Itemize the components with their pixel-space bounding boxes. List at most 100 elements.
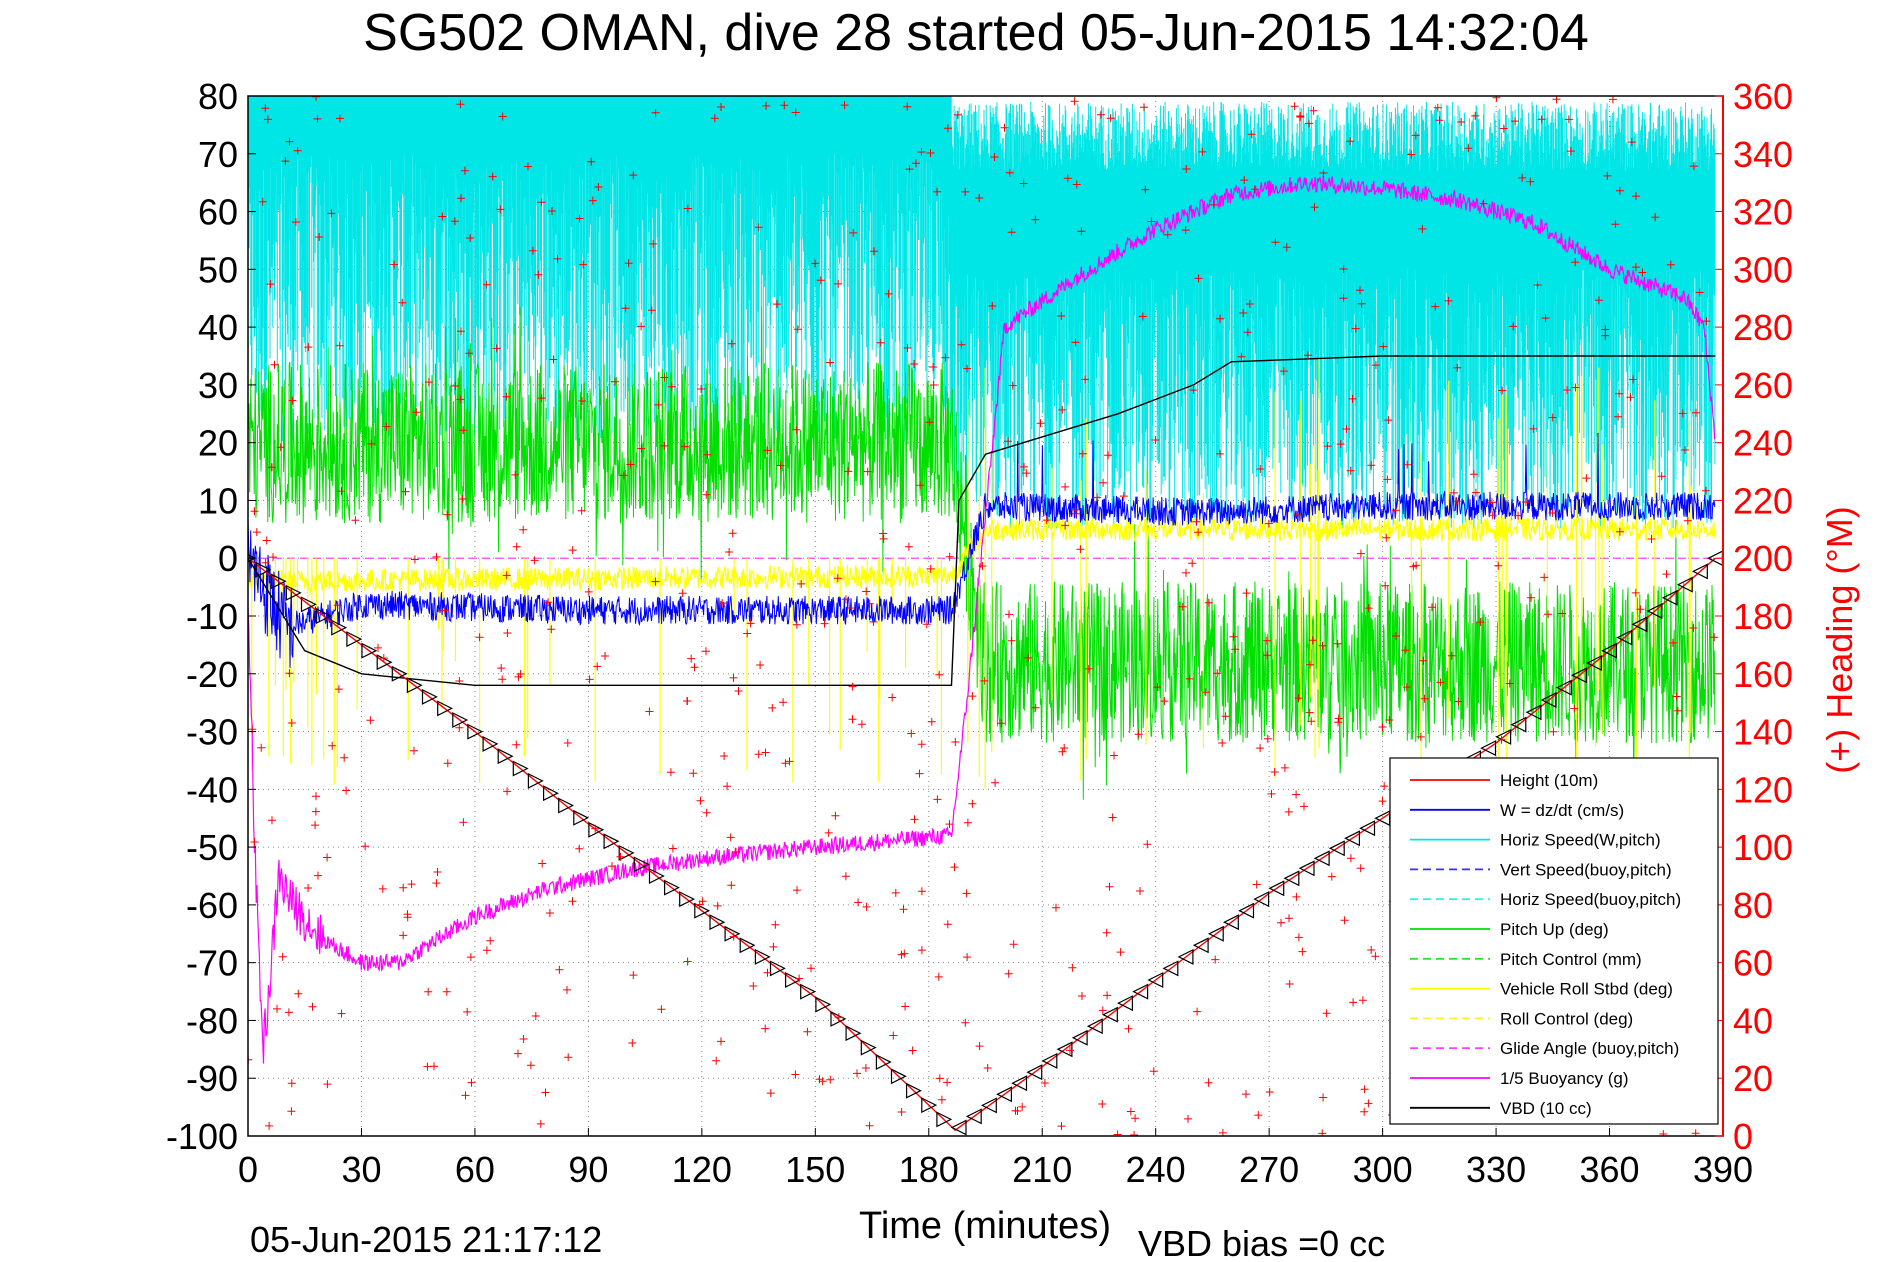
depth-marker (1086, 1018, 1103, 1035)
depth-marker (1344, 830, 1361, 847)
y-tick-label: 20 (198, 423, 238, 464)
depth-marker (1601, 642, 1618, 659)
depth-marker (1071, 1029, 1088, 1046)
depth-marker (361, 642, 378, 659)
y2-tick-label: 320 (1733, 192, 1793, 233)
depth-marker (1570, 667, 1587, 684)
w-series (248, 432, 1716, 668)
depth-marker (1101, 1006, 1118, 1023)
depth-marker (316, 608, 332, 624)
y2-tick-label: 240 (1733, 423, 1793, 464)
y-tick-label: -60 (186, 885, 238, 926)
depth-marker (1056, 1041, 1073, 1058)
x-tick-label: 90 (568, 1149, 608, 1190)
depth-marker (1132, 983, 1149, 1000)
depth-marker (996, 1086, 1013, 1103)
y2-tick-label: 200 (1733, 538, 1793, 579)
depth-marker (965, 1108, 982, 1125)
roll-series (248, 516, 1716, 594)
y2-tick-label: 160 (1733, 654, 1793, 695)
x-tick-label: 60 (455, 1149, 495, 1190)
x-tick-label: 390 (1693, 1149, 1753, 1190)
depth-marker (830, 1010, 847, 1027)
depth-marker (1480, 740, 1497, 757)
horiz-speed-series (248, 96, 1716, 530)
y-tick-label: -20 (186, 654, 238, 695)
legend-label: Horiz Speed(buoy,pitch) (1500, 890, 1681, 909)
depth-marker (769, 960, 786, 977)
depth-marker (800, 983, 817, 1000)
legend-label: VBD (10 cc) (1500, 1099, 1592, 1118)
depth-marker (860, 1039, 877, 1056)
legend-label: 1/5 Buoyancy (g) (1500, 1069, 1629, 1088)
depth-marker (618, 844, 635, 861)
y-tick-label: 60 (198, 192, 238, 233)
depth-marker (754, 948, 771, 965)
x-tick-label: 330 (1466, 1149, 1526, 1190)
axes: 0 30 60 90 120 150 180 210 240 270 300 330 360 390807… (166, 76, 1793, 1190)
depth-marker (270, 573, 287, 590)
depth-marker (1555, 679, 1572, 696)
y-tick-label: -80 (186, 1000, 238, 1041)
x-tick-label: 180 (899, 1149, 959, 1190)
depth-marker (1359, 820, 1376, 837)
depth-marker (1268, 880, 1285, 897)
y2-tick-label: 100 (1733, 827, 1793, 868)
depth-marker (1147, 972, 1164, 988)
depth-series (248, 557, 1716, 1132)
legend-label: W = dz/dt (cm/s) (1500, 801, 1624, 820)
y-tick-label: -90 (186, 1058, 238, 1099)
y-tick-label: -70 (186, 943, 238, 984)
depth-marker (406, 677, 423, 694)
depth-marker (980, 1097, 997, 1114)
depth-marker (1298, 860, 1315, 877)
legend-label: Glide Angle (buoy,pitch) (1500, 1039, 1679, 1058)
legend-label: Height (10m) (1500, 771, 1598, 790)
depth-marker (300, 596, 317, 613)
y2-tick-label: 140 (1733, 712, 1793, 753)
y-tick-label: 30 (198, 365, 238, 406)
y2-tick-label: 60 (1733, 943, 1773, 984)
depth-marker (1676, 576, 1693, 593)
y2-tick-label: 40 (1733, 1000, 1773, 1041)
x-tick-label: 150 (785, 1149, 845, 1190)
x-tick-label: 270 (1239, 1149, 1299, 1190)
depth-marker (633, 856, 650, 873)
depth-marker (1117, 995, 1134, 1012)
x-tick-label: 0 (238, 1149, 258, 1190)
depth-marker (346, 631, 363, 648)
buoyancy-series (248, 175, 1716, 1064)
depth-marker (1661, 589, 1678, 606)
depth-marker (588, 821, 605, 838)
y-tick-label: 10 (198, 480, 238, 521)
y-tick-label: 70 (198, 134, 238, 175)
legend-label: Pitch Control (mm) (1500, 950, 1642, 969)
legend: Height (10m) W = dz/dt (cm/s) Horiz Speed(… (1389, 757, 1719, 1125)
y-tick-label: -30 (186, 712, 238, 753)
y2-tick-label: 20 (1733, 1058, 1773, 1099)
y-tick-label: 0 (218, 538, 238, 579)
depth-marker (527, 772, 544, 789)
pitch-series (248, 306, 1716, 800)
x-tick-label: 120 (672, 1149, 732, 1190)
depth-marker (1586, 655, 1603, 671)
depth-marker (437, 700, 454, 717)
depth-marker (694, 902, 711, 919)
depth-marker (603, 833, 620, 850)
depth-marker (1495, 728, 1512, 745)
depth-marker (1631, 616, 1648, 633)
data-series (248, 96, 1723, 1136)
depth-marker (1253, 891, 1270, 908)
legend-box (1389, 757, 1719, 1125)
depth-marker (890, 1068, 907, 1085)
depth-marker (1525, 704, 1542, 721)
depth-marker (512, 760, 529, 777)
depth-marker (1011, 1075, 1028, 1092)
y2-tick-label: 220 (1733, 480, 1793, 521)
depth-marker (950, 1119, 967, 1136)
depth-marker (936, 1111, 953, 1128)
depth-marker (1328, 840, 1345, 857)
vbd-bias-text: VBD bias =0 cc (1138, 1223, 1385, 1262)
